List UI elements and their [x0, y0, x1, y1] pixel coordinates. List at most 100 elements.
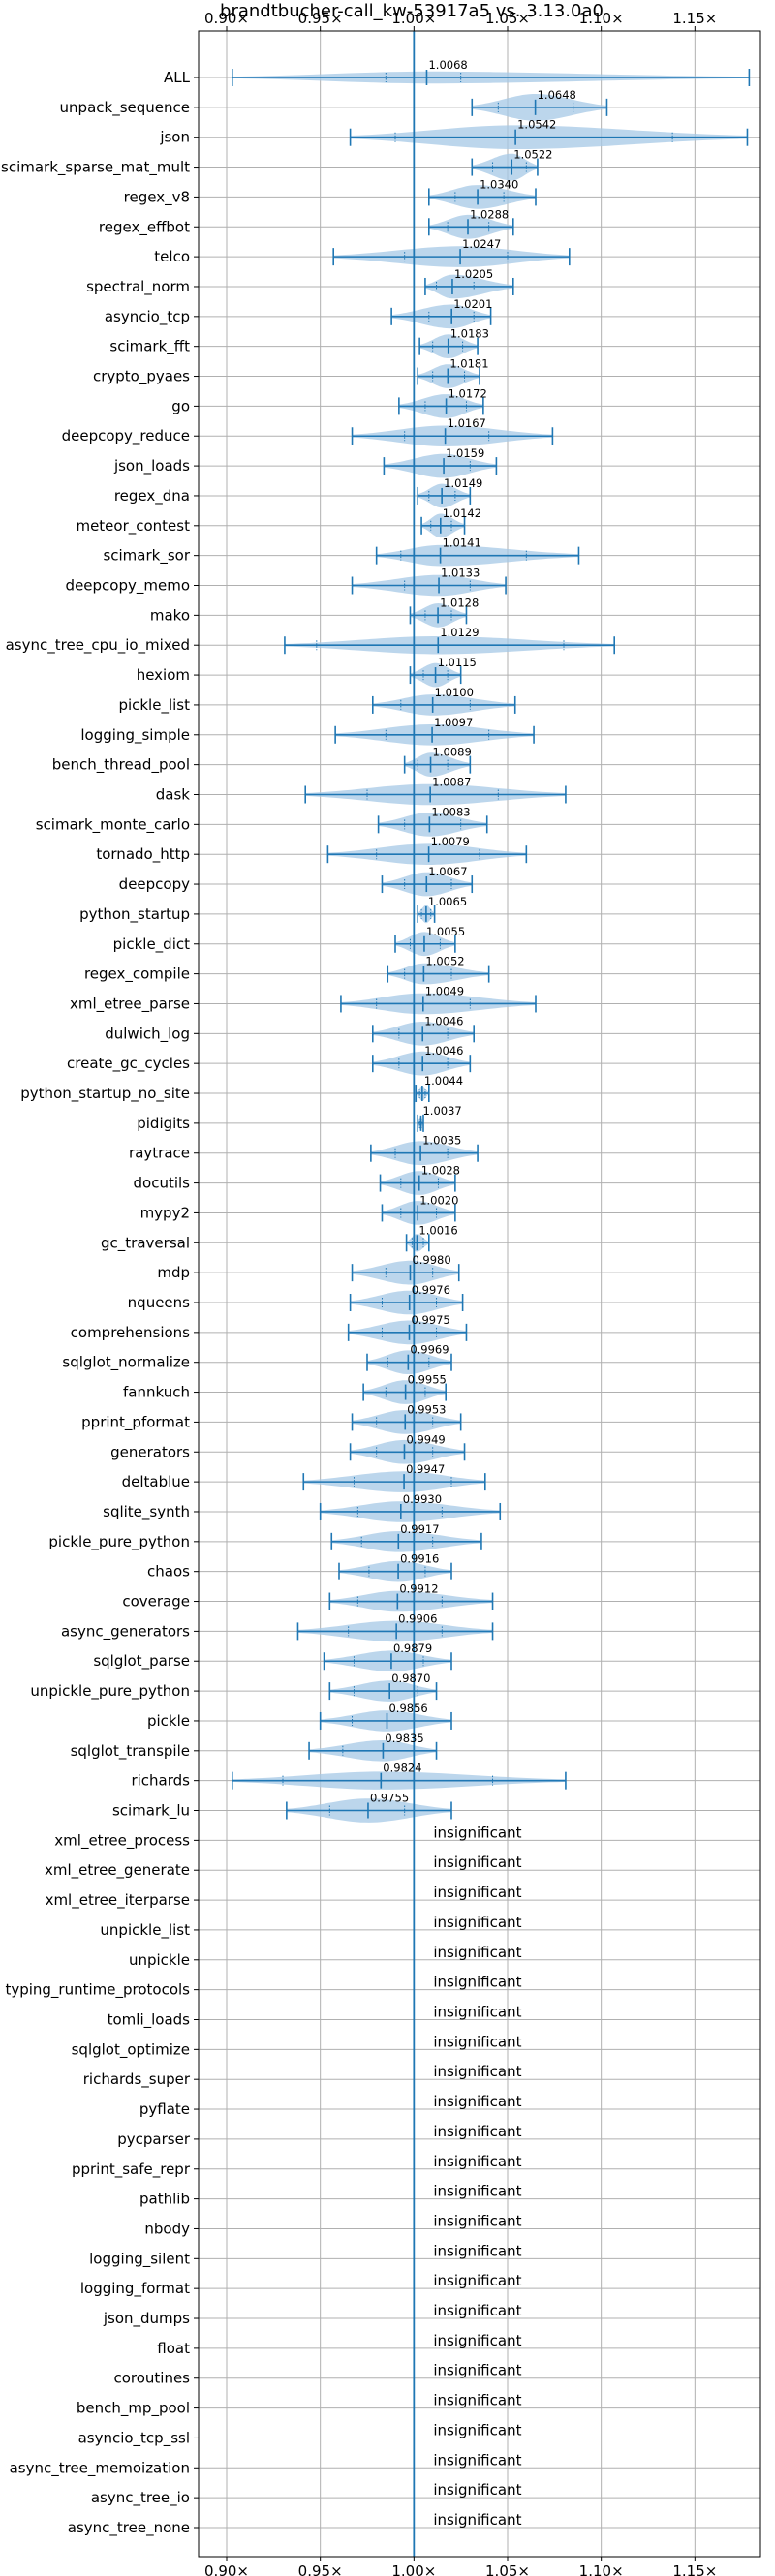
- insignificant-label: insignificant: [433, 2511, 521, 2529]
- x-tick-label-top: 1.10×: [579, 10, 624, 27]
- violin-regex_v8: [427, 185, 537, 209]
- category-label: gc_traversal: [101, 1234, 190, 1252]
- grid-lines: [199, 31, 760, 2557]
- insignificant-label: insignificant: [433, 1914, 521, 1931]
- violin-regex_dna: [417, 483, 472, 508]
- category-label: bench_mp_pool: [77, 2400, 190, 2418]
- category-label: json: [159, 129, 190, 146]
- category-label: asyncio_tcp: [105, 308, 190, 326]
- violin-mdp: [351, 1260, 460, 1285]
- value-label: 1.0100: [435, 686, 474, 699]
- violin-pprint_pformat: [351, 1410, 462, 1434]
- value-label: 1.0016: [418, 1223, 457, 1237]
- category-label: pickle_pure_python: [48, 1533, 190, 1551]
- value-label: 1.0028: [421, 1164, 460, 1178]
- insignificant-label: insignificant: [433, 1824, 521, 1841]
- violin-deltablue: [302, 1471, 486, 1492]
- value-label: 1.0037: [422, 1104, 461, 1118]
- insignificant-label: insignificant: [433, 2123, 521, 2140]
- violin-coverage: [328, 1590, 494, 1612]
- insignificant-label: insignificant: [433, 2003, 521, 2020]
- violin-comprehensions: [347, 1320, 468, 1345]
- violin-pickle_list: [371, 694, 516, 716]
- category-label: logging_silent: [89, 2250, 190, 2268]
- violin-hexiom: [409, 662, 462, 688]
- insignificant-label: insignificant: [433, 2033, 521, 2050]
- value-label: 1.0167: [448, 416, 486, 430]
- category-label: nqueens: [128, 1294, 190, 1311]
- category-label: xml_etree_parse: [70, 995, 190, 1013]
- category-label: regex_dna: [114, 487, 190, 506]
- violin-deepcopy_memo: [351, 574, 507, 597]
- value-label: 1.0067: [428, 865, 467, 878]
- category-label: regex_compile: [84, 966, 190, 984]
- value-label: 1.0087: [432, 775, 471, 788]
- category-label: pidigits: [137, 1115, 190, 1132]
- violin-json: [349, 125, 749, 149]
- violin-async_generators: [296, 1620, 494, 1642]
- value-label: 0.9755: [370, 1792, 409, 1805]
- violin-richards: [232, 1771, 567, 1790]
- value-label: 1.0065: [428, 895, 467, 908]
- category-label: richards_super: [83, 2070, 191, 2089]
- insignificant-label: insignificant: [433, 2392, 521, 2409]
- violin-python_startup_no_site: [415, 1085, 430, 1103]
- violin-scimark_monte_carlo: [377, 813, 488, 837]
- category-label: fannkuch: [123, 1384, 190, 1401]
- category-label: docutils: [134, 1175, 191, 1192]
- violin-crypto_pyaes: [417, 364, 480, 388]
- value-label: 0.9856: [388, 1702, 427, 1715]
- category-label: regex_v8: [124, 188, 190, 206]
- category-label: pprint_safe_repr: [72, 2161, 191, 2179]
- value-label: 0.9835: [385, 1732, 423, 1745]
- value-label: 1.0046: [424, 1044, 463, 1058]
- insignificant-label: insignificant: [433, 2481, 521, 2499]
- category-label: json_dumps: [103, 2310, 190, 2328]
- value-label: 1.0247: [462, 237, 501, 251]
- category-label: coverage: [122, 1593, 190, 1610]
- violin-sqlite_synth: [319, 1501, 502, 1522]
- violin-scimark_fft: [418, 334, 479, 358]
- x-axis-top: 0.90× 0.95× 1.00× 1.05× 1.10× 1.15×: [204, 10, 717, 31]
- category-label: mdp: [157, 1264, 190, 1281]
- violin-sqlglot_transpile: [308, 1740, 438, 1762]
- x-tick-label-top: 1.00×: [391, 10, 436, 27]
- violin-create_gc_cycles: [371, 1051, 472, 1076]
- insignificant-label: insignificant: [433, 2093, 521, 2110]
- violin-xml_etree_parse: [340, 993, 537, 1015]
- category-label: generators: [110, 1443, 190, 1460]
- value-label: 1.0052: [425, 955, 464, 968]
- category-label: deltablue: [122, 1473, 190, 1490]
- value-label: 1.0149: [444, 476, 482, 490]
- category-label: sqlglot_transpile: [71, 1742, 190, 1761]
- value-label: 0.9955: [408, 1373, 447, 1387]
- value-label: 1.0142: [443, 506, 481, 520]
- value-label: 1.0133: [441, 567, 480, 580]
- violin-deepcopy: [381, 872, 474, 897]
- violin-scimark_sor: [375, 544, 580, 567]
- category-label: spectral_norm: [86, 278, 190, 296]
- insignificant-label: insignificant: [433, 2212, 521, 2229]
- insignificant-label: insignificant: [433, 1974, 521, 1991]
- category-label: mypy2: [140, 1204, 190, 1221]
- value-label: 1.0205: [454, 267, 493, 281]
- insignificant-label: insignificant: [433, 1884, 521, 1901]
- insignificant-label: insignificant: [433, 2242, 521, 2259]
- category-label: unpickle: [129, 1951, 190, 1969]
- category-label: dulwich_log: [105, 1025, 190, 1043]
- category-label: regex_effbot: [99, 218, 190, 236]
- category-label: scimark_sor: [103, 547, 190, 566]
- violin-unpack_sequence: [471, 94, 608, 121]
- category-label: mako: [150, 606, 190, 624]
- category-label: typing_runtime_protocols: [5, 1981, 190, 2000]
- violin-docutils: [379, 1171, 456, 1195]
- category-label: tornado_http: [96, 845, 190, 864]
- violin-tornado_http: [326, 843, 528, 865]
- value-label: 0.9976: [412, 1283, 450, 1297]
- category-label: logging_simple: [80, 726, 190, 745]
- value-label: 1.0129: [440, 626, 479, 639]
- category-label: ALL: [164, 69, 191, 86]
- x-tick-label-bottom: 0.95×: [298, 2562, 343, 2576]
- category-label: async_tree_io: [91, 2489, 190, 2507]
